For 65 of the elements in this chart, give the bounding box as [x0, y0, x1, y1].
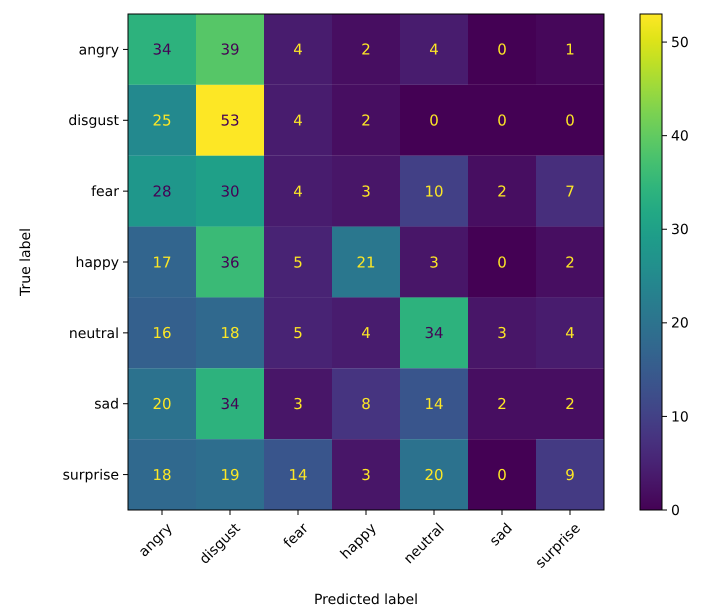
- data-label: 20: [424, 466, 444, 484]
- color-bar-label: 50: [671, 34, 689, 51]
- color-bar-label: 10: [671, 409, 689, 426]
- data-label: 5: [293, 253, 303, 272]
- data-label: 2: [565, 394, 575, 413]
- data-label: 4: [565, 324, 575, 342]
- x-axis-title: Predicted label: [314, 592, 418, 608]
- y-tick-label: fear: [91, 184, 120, 200]
- data-label: 1: [565, 40, 575, 59]
- data-label: 28: [152, 182, 172, 200]
- data-label: 34: [152, 40, 172, 59]
- data-label: 4: [361, 324, 371, 342]
- data-label: 4: [293, 112, 303, 130]
- data-label: 2: [497, 182, 507, 200]
- color-bar-label: 30: [671, 222, 689, 238]
- data-label: 9: [565, 466, 575, 484]
- y-tick-label: surprise: [62, 467, 119, 484]
- data-label: 25: [152, 112, 172, 130]
- data-label: 0: [497, 112, 507, 130]
- data-label: 4: [293, 182, 303, 200]
- data-label: 10: [424, 182, 444, 200]
- data-label: 34: [220, 394, 240, 413]
- data-label: 36: [220, 253, 240, 272]
- color-bar-label: 40: [671, 128, 689, 145]
- data-label: 30: [220, 182, 240, 200]
- y-tick-label: disgust: [68, 113, 120, 130]
- data-label: 0: [497, 466, 507, 484]
- data-label: 5: [293, 324, 303, 342]
- y-axis-title: True label: [18, 228, 34, 298]
- data-label: 2: [361, 40, 371, 59]
- data-label: 34: [424, 324, 444, 342]
- x-tick-label: sad: [486, 520, 516, 550]
- data-label: 18: [220, 324, 240, 342]
- y-tick-label: angry: [78, 42, 119, 58]
- data-label: 4: [293, 40, 303, 59]
- data-label: 7: [565, 182, 575, 200]
- data-label: 3: [361, 466, 371, 484]
- y-tick-label: neutral: [68, 326, 119, 342]
- data-label: 2: [361, 112, 371, 130]
- y-tick-label: happy: [75, 254, 119, 271]
- y-tick-label: sad: [94, 396, 119, 413]
- data-label: 4: [429, 40, 439, 59]
- data-label: 2: [565, 253, 575, 272]
- data-label: 3: [429, 253, 439, 272]
- data-label: 20: [152, 394, 172, 413]
- data-label: 0: [497, 40, 507, 59]
- color-bar-label: 20: [671, 316, 689, 332]
- data-label: 0: [429, 112, 439, 130]
- color-bar-label: 0: [671, 502, 680, 519]
- data-label: 17: [152, 253, 172, 272]
- data-label: 21: [356, 253, 376, 272]
- data-label: 0: [497, 253, 507, 272]
- data-label: 0: [565, 112, 575, 130]
- data-label: 14: [424, 394, 444, 413]
- data-label: 18: [152, 466, 172, 484]
- data-label: 16: [152, 324, 172, 342]
- data-label: 2: [497, 394, 507, 413]
- data-label: 39: [220, 40, 240, 59]
- data-label: 19: [220, 466, 240, 484]
- data-label: 3: [293, 394, 303, 413]
- data-label: 3: [361, 182, 371, 200]
- data-label: 3: [497, 324, 507, 342]
- data-label: 8: [361, 394, 371, 413]
- data-label: 14: [288, 466, 308, 484]
- data-label: 53: [220, 112, 240, 130]
